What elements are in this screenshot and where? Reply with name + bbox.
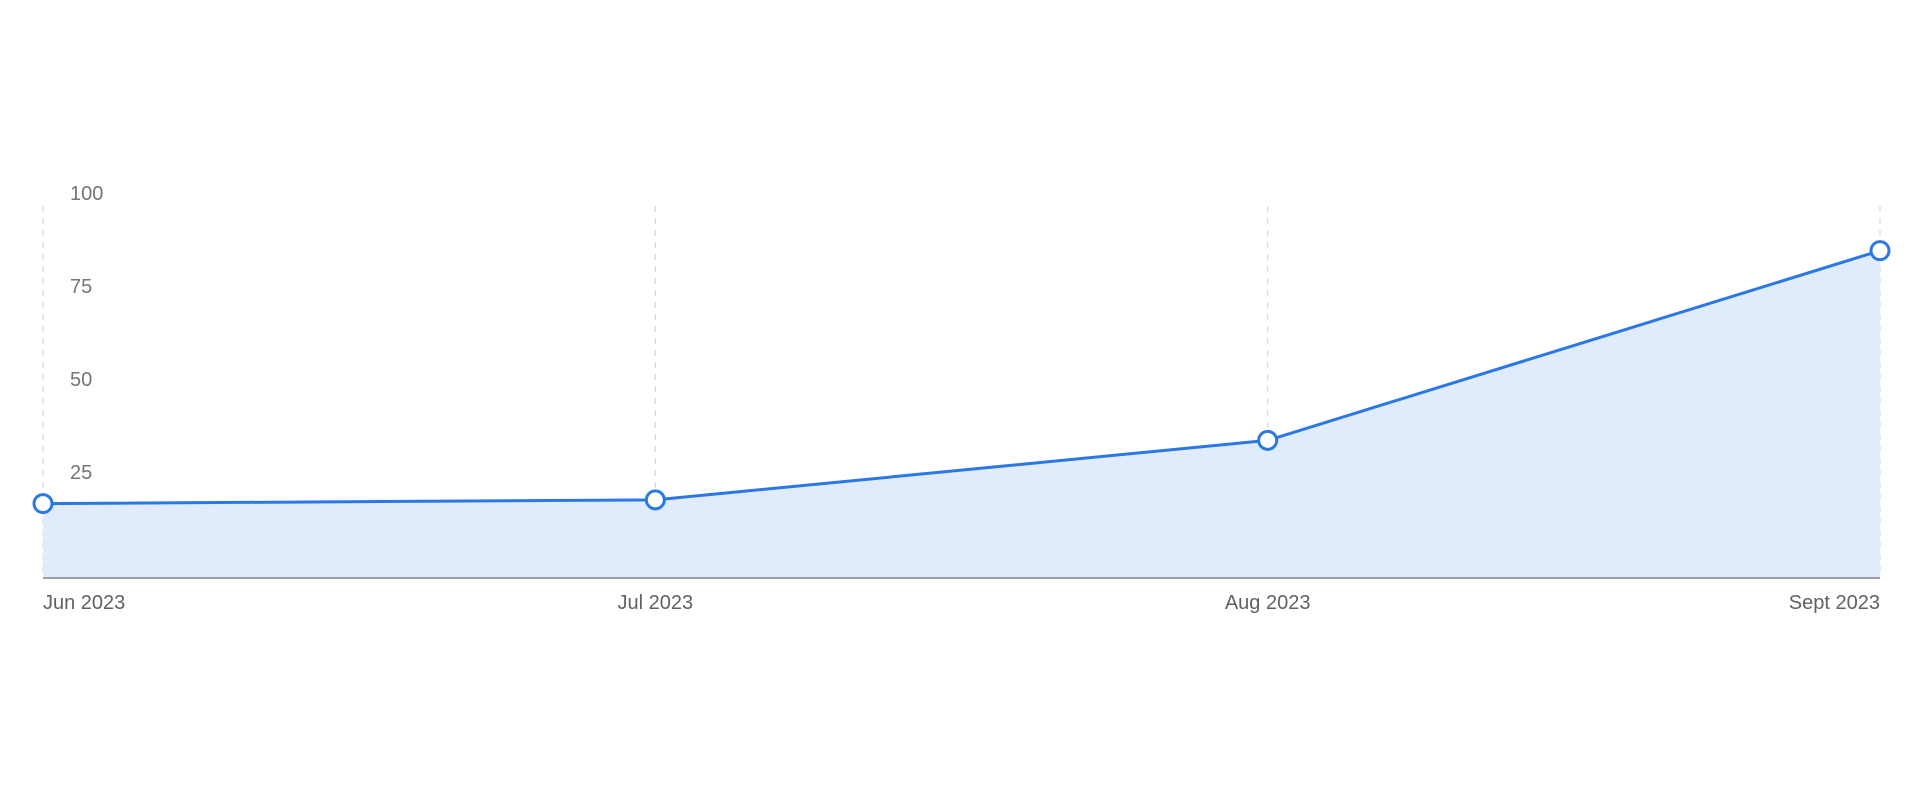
y-tick-label-75: 75 bbox=[70, 276, 92, 298]
y-tick-label-100: 100 bbox=[70, 183, 103, 205]
series-line bbox=[41, 249, 1882, 506]
x-tick-label-1: Jul 2023 bbox=[618, 592, 694, 614]
line-layer bbox=[41, 249, 1882, 506]
x-tick-label-0: Jun 2023 bbox=[43, 592, 125, 614]
points-layer bbox=[32, 240, 1891, 515]
area-layer bbox=[43, 250, 1880, 578]
series-area bbox=[43, 250, 1880, 578]
data-point-1[interactable] bbox=[644, 489, 666, 511]
data-point-3[interactable] bbox=[1869, 240, 1891, 262]
labels-layer: 25 50 75 100 Jun 2023 Jul 2023 Aug 2023 Sept 20… bbox=[43, 183, 1880, 614]
x-tick-label-3: Sept 2023 bbox=[1789, 592, 1880, 614]
data-point-0[interactable] bbox=[32, 493, 54, 515]
y-tick-label-25: 25 bbox=[70, 462, 92, 484]
data-point-2[interactable] bbox=[1257, 429, 1279, 451]
y-tick-label-50: 50 bbox=[70, 369, 92, 391]
x-tick-label-2: Aug 2023 bbox=[1225, 592, 1311, 614]
